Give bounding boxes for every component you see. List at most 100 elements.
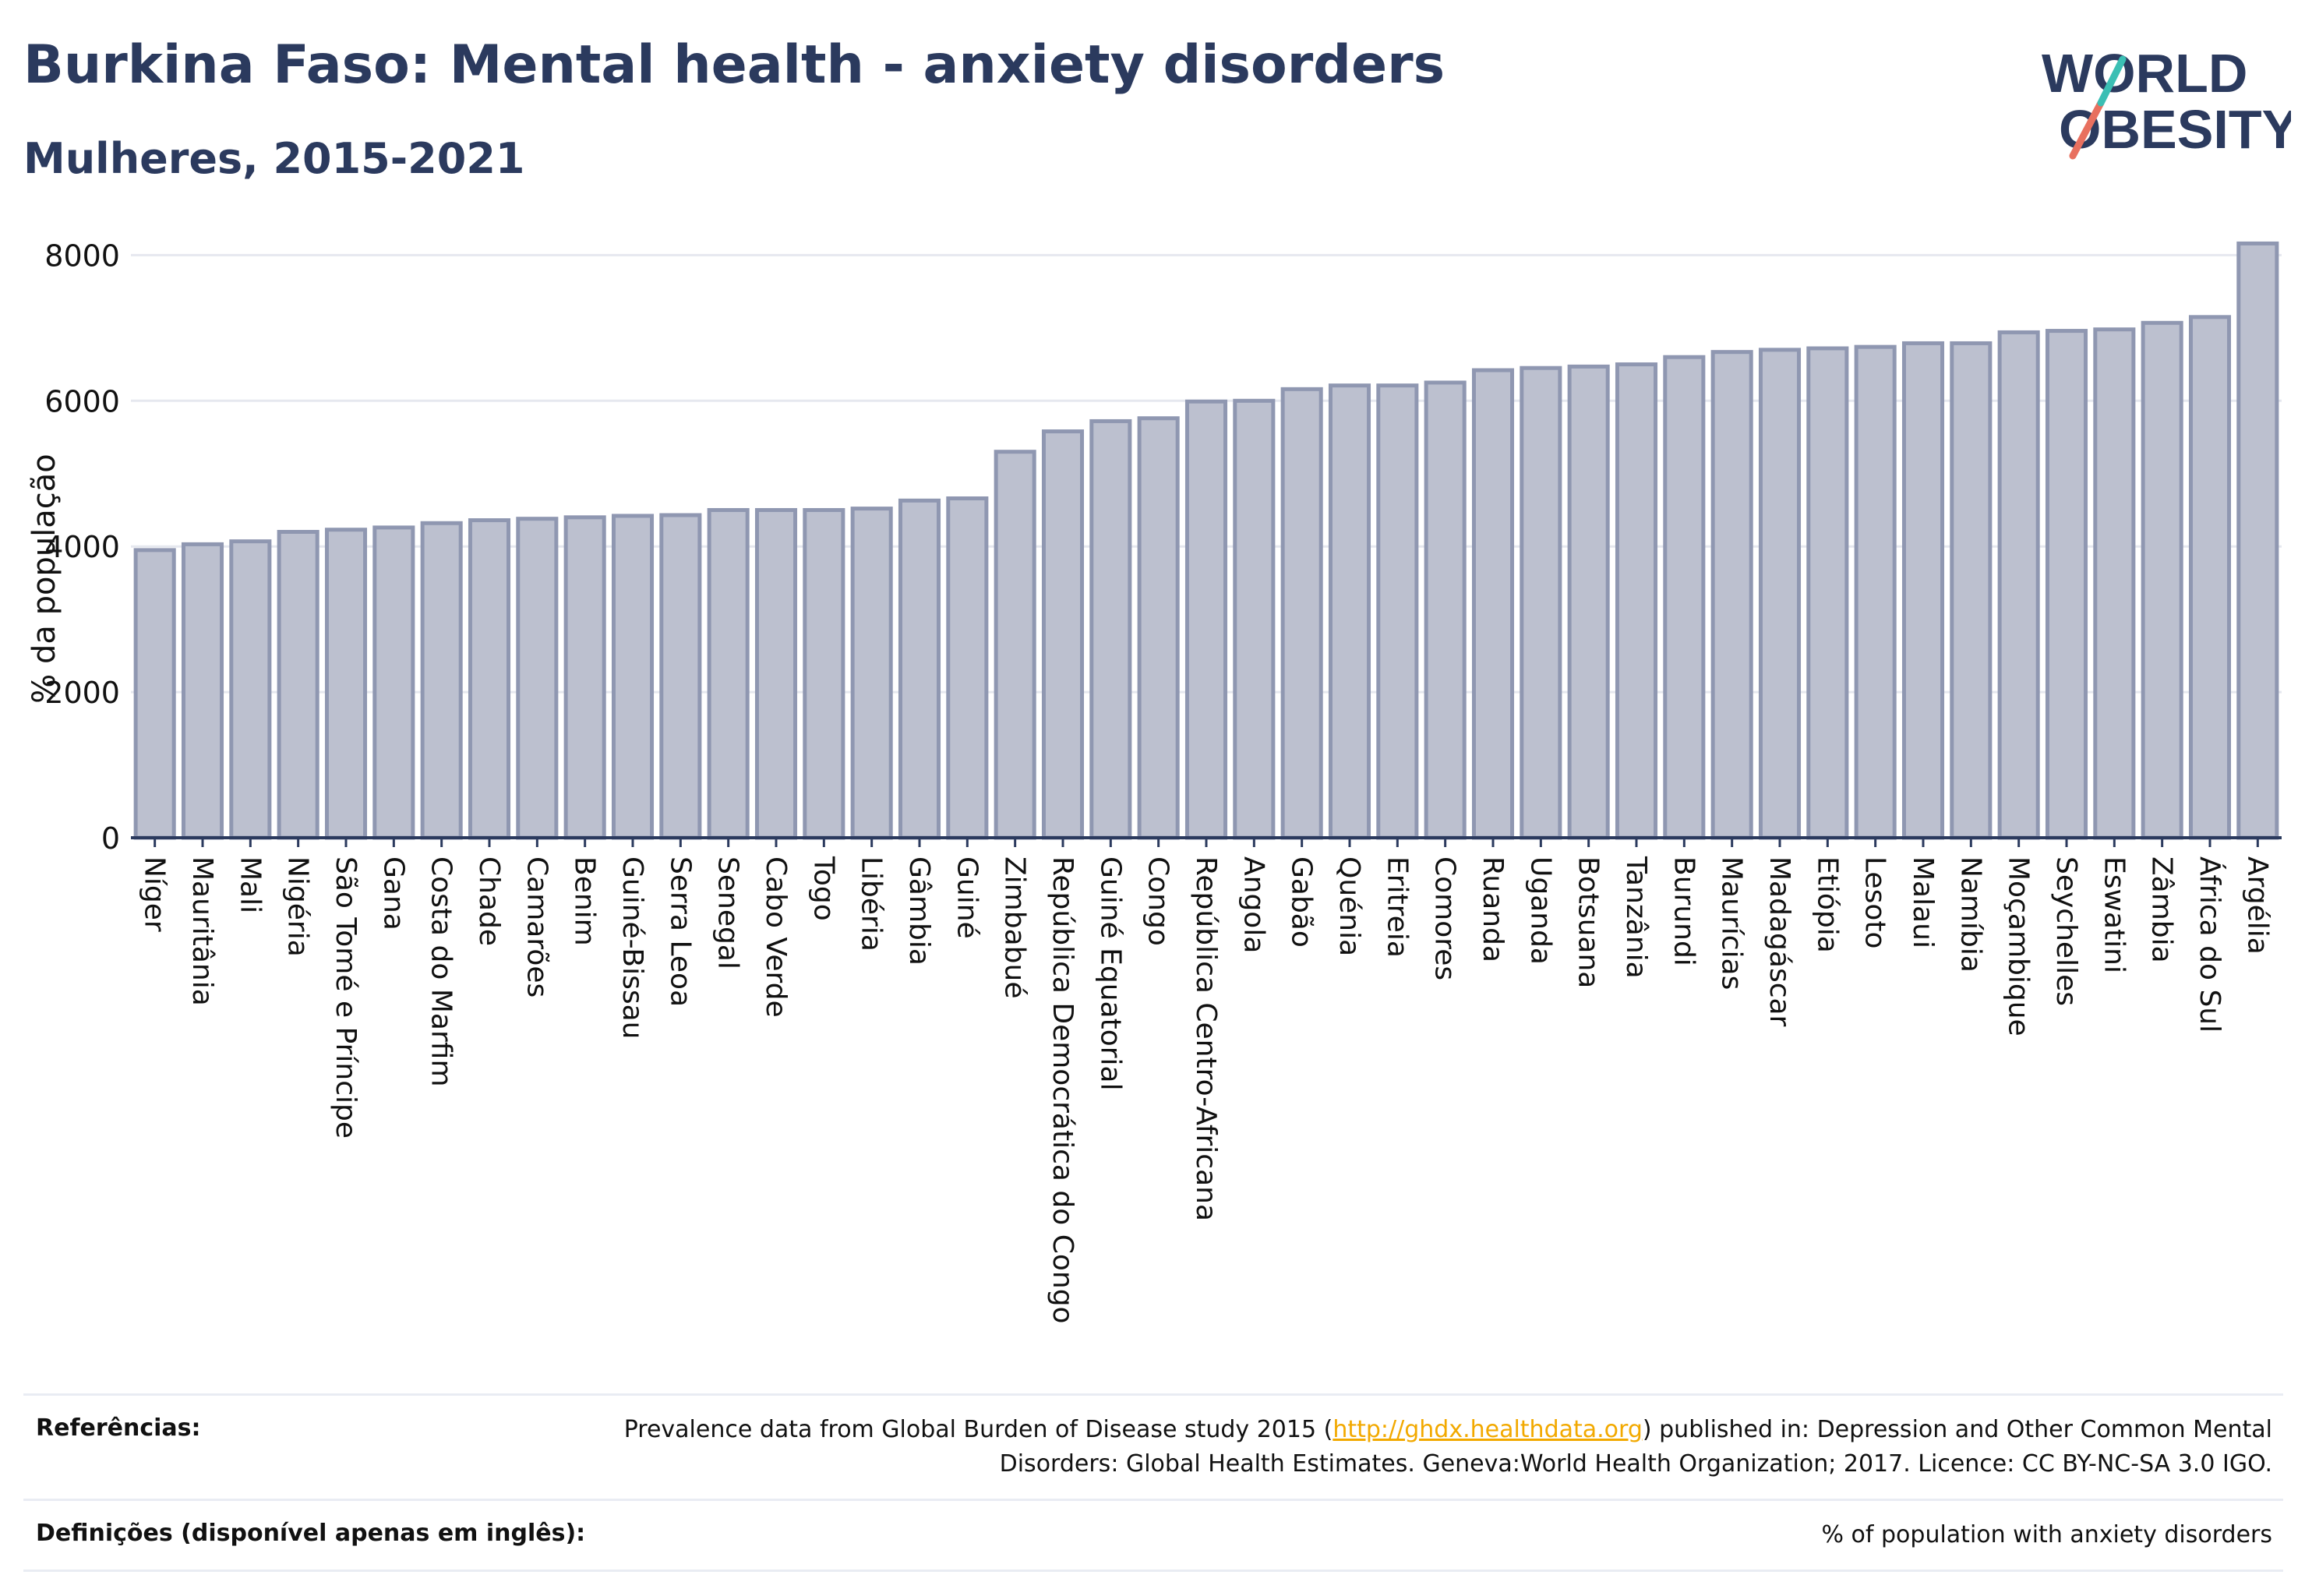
x-tick-label: Botsuana [1573, 856, 1604, 988]
bar [420, 521, 463, 840]
x-tick-label: Gana [377, 856, 409, 930]
x-tick-label: Mali [234, 856, 266, 913]
y-tick-label: 8000 [44, 238, 120, 273]
chart-subtitle: Mulheres, 2015-2021 [23, 134, 525, 183]
x-tick-label: Eswatini [2098, 856, 2130, 973]
bar [1710, 350, 1753, 840]
bar [372, 525, 415, 840]
bar [468, 518, 511, 840]
logo-slash-teal [2097, 55, 2127, 107]
x-tick-label: Mauritânia [186, 856, 218, 1006]
logo-line1: WORLD [2042, 43, 2247, 104]
x-tick-label: Cabo Verde [760, 856, 792, 1018]
x-tick-label: República Centro-Africana [1190, 856, 1222, 1221]
x-tick-label: Guiné [951, 856, 983, 939]
x-tick-label: Zâmbia [2146, 856, 2178, 963]
bar [850, 507, 893, 840]
bar [754, 507, 798, 840]
x-tick-label: República Democrática do Congo [1047, 856, 1078, 1324]
x-tick-label: Eritreia [1381, 856, 1413, 958]
bar [324, 528, 368, 840]
x-tick-label: Camarões [521, 856, 552, 998]
x-tick-label: São Tomé e Príncipe [330, 856, 362, 1139]
ghdx-link[interactable]: http://ghdx.healthdata.org [1333, 1416, 1643, 1443]
bar [1663, 355, 1706, 840]
bar [1997, 330, 2040, 840]
definitions-row: Definições (disponível apenas em inglês)… [23, 1499, 2283, 1572]
definitions-label: Definições (disponível apenas em inglês)… [36, 1520, 586, 1547]
references-text: Prevalence data from Global Burden of Di… [623, 1416, 2272, 1478]
bar [2141, 320, 2183, 840]
bar [2045, 329, 2088, 840]
bar [946, 496, 989, 840]
bar [2188, 315, 2232, 840]
bar [1376, 383, 1419, 840]
world-obesity-logo: WORLD OBESITY [2042, 43, 2291, 160]
bar [1615, 362, 1658, 840]
bar [1854, 344, 1897, 840]
x-tick-label: Namíbia [1954, 856, 1986, 973]
x-tick-label: Gabão [1286, 856, 1318, 948]
bar [229, 539, 272, 840]
bar [181, 542, 224, 840]
bar-chart: 0 2000 4000 6000 8000 % da população Níger Maur… [26, 238, 2282, 1324]
x-tick-label: Guiné Equatorial [1094, 856, 1126, 1091]
x-tick-label: África do Sul [2194, 856, 2226, 1033]
x-tick-label: Angola [1237, 856, 1269, 953]
bar [707, 507, 750, 840]
bar [1758, 348, 1802, 840]
x-tick-label: Nigéria [282, 856, 314, 957]
x-tick-label: Costa do Marfim [425, 856, 457, 1087]
x-tick-label: Congo [1142, 856, 1174, 946]
x-tick-label: Senegal [712, 856, 744, 969]
logo-slash-coral [2069, 99, 2105, 160]
x-tick-label: Madagáscar [1763, 856, 1795, 1027]
chart-title: Burkina Faso: Mental health - anxiety di… [23, 34, 1445, 96]
bar [1520, 365, 1562, 840]
bar [1089, 418, 1132, 840]
bar [1184, 399, 1228, 840]
definitions-text: % of population with anxiety disorders [1821, 1521, 2272, 1548]
bar [803, 507, 845, 840]
bar [277, 530, 319, 840]
y-tick-label: 2000 [44, 676, 120, 710]
bar [1328, 383, 1371, 840]
x-tick-label: Gâmbia [903, 856, 935, 966]
x-tick-label: Quénia [1333, 856, 1365, 956]
bar [659, 513, 702, 840]
x-tick-label: Tanzânia [1620, 856, 1652, 979]
bar [1041, 429, 1085, 840]
bar [2236, 241, 2279, 840]
references-row: Referências: Prevalence data from Global… [23, 1393, 2283, 1499]
x-tick-label: Argélia [2241, 856, 2273, 955]
x-tick-label: Togo [807, 856, 839, 921]
x-tick-label: Benim [569, 856, 601, 946]
bar [1280, 387, 1323, 840]
x-tick-label: Comores [1429, 856, 1461, 980]
references-label: Referências: [36, 1414, 201, 1442]
x-tick-label: Malaui [1907, 856, 1939, 948]
bar [994, 450, 1036, 840]
x-tick-label: Uganda [1524, 856, 1556, 965]
x-tick-label: Zimbabué [999, 856, 1031, 998]
bar [516, 517, 559, 840]
bar [1233, 398, 1276, 840]
bar [1567, 364, 1610, 840]
bar [1950, 341, 1993, 840]
y-tick-label: 6000 [44, 384, 120, 418]
x-tick-label: Maurícias [1716, 856, 1748, 990]
y-tick-label: 4000 [44, 530, 120, 564]
x-tick-label: Lesoto [1859, 856, 1891, 949]
bar [2093, 327, 2136, 840]
x-tick-label: Serra Leoa [664, 856, 696, 1007]
x-tick-label: Guiné-Bissau [616, 856, 648, 1039]
bar [898, 498, 941, 840]
x-tick-label: Chade [473, 856, 505, 946]
x-tick-label: Moçambique [2003, 856, 2035, 1036]
x-tick-label: Etiópia [1811, 856, 1843, 953]
bar [1901, 341, 1945, 840]
y-axis-title: % da população [26, 454, 62, 704]
x-tick-label: Libéria [856, 856, 888, 952]
bar [1471, 368, 1515, 840]
bar [133, 548, 176, 840]
